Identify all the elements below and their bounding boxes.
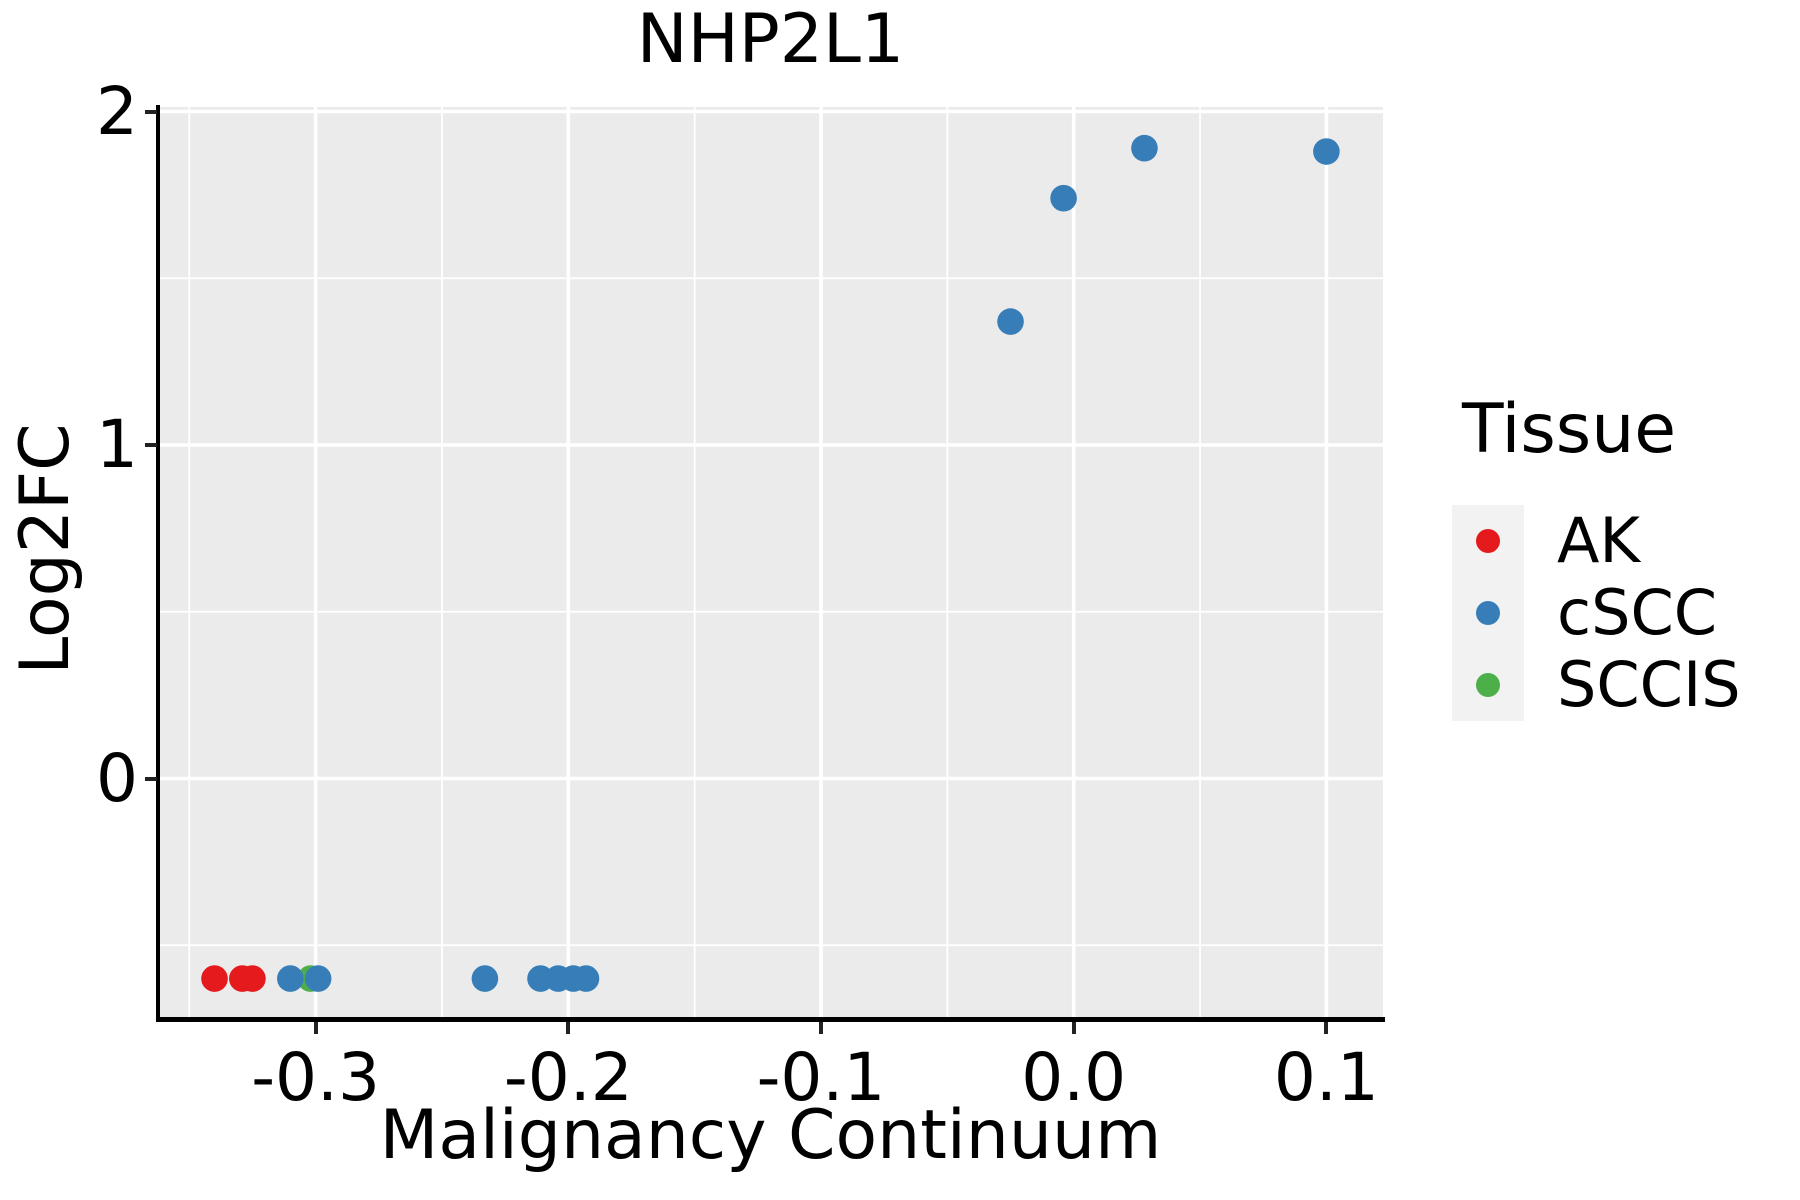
plot-title: NHP2L1: [636, 0, 905, 79]
legend-label-cSCC: cSCC: [1557, 576, 1718, 649]
x-tick-label: 0.0: [1021, 1039, 1127, 1116]
legend-key-cSCC: [1452, 577, 1524, 649]
legend-label-SCCIS: SCCIS: [1557, 648, 1741, 721]
y-axis-line: [156, 105, 160, 1022]
x-tick-mark: [1071, 1022, 1076, 1034]
data-point-cSCC: [1313, 138, 1340, 165]
x-tick-label: -0.1: [756, 1039, 886, 1116]
data-point-cSCC: [304, 965, 332, 992]
data-point-cSCC: [1131, 134, 1158, 162]
x-tick-mark: [566, 1022, 571, 1034]
y-tick-mark: [145, 776, 157, 781]
plot-panel: [158, 107, 1383, 1020]
x-axis-line: [156, 1017, 1385, 1022]
data-point-cSCC: [471, 965, 499, 992]
y-tick-label: 2: [96, 72, 138, 150]
data-point-AK: [201, 965, 228, 992]
y-tick-label: 1: [96, 406, 138, 483]
data-point-cSCC: [997, 308, 1024, 335]
data-point-cSCC: [277, 965, 304, 992]
legend-dot-AK: [1476, 529, 1500, 553]
legend: Tissue AK cSCC SCCIS: [1440, 380, 1800, 800]
data-point-cSCC: [1050, 184, 1077, 212]
x-axis-title: Malignancy Continuum: [379, 1096, 1162, 1175]
data-point-AK: [239, 965, 266, 992]
legend-label-AK: AK: [1557, 504, 1641, 577]
legend-dot-SCCIS: [1476, 673, 1500, 697]
legend-key-AK: [1452, 505, 1524, 577]
x-tick-label: -0.2: [503, 1039, 633, 1116]
y-tick-mark: [145, 443, 157, 447]
x-tick-mark: [1324, 1022, 1329, 1034]
x-tick-label: 0.1: [1273, 1039, 1379, 1116]
legend-dot-cSCC: [1476, 601, 1500, 625]
y-tick-label: 0: [96, 739, 138, 817]
x-tick-mark: [819, 1022, 823, 1034]
legend-title: Tissue: [1462, 390, 1677, 469]
x-tick-mark: [313, 1022, 318, 1034]
data-point-cSCC: [572, 965, 600, 992]
legend-key-SCCIS: [1452, 649, 1524, 721]
y-tick-mark: [145, 109, 157, 114]
plot-canvas: [158, 107, 1383, 1020]
x-tick-label: -0.3: [251, 1039, 380, 1116]
